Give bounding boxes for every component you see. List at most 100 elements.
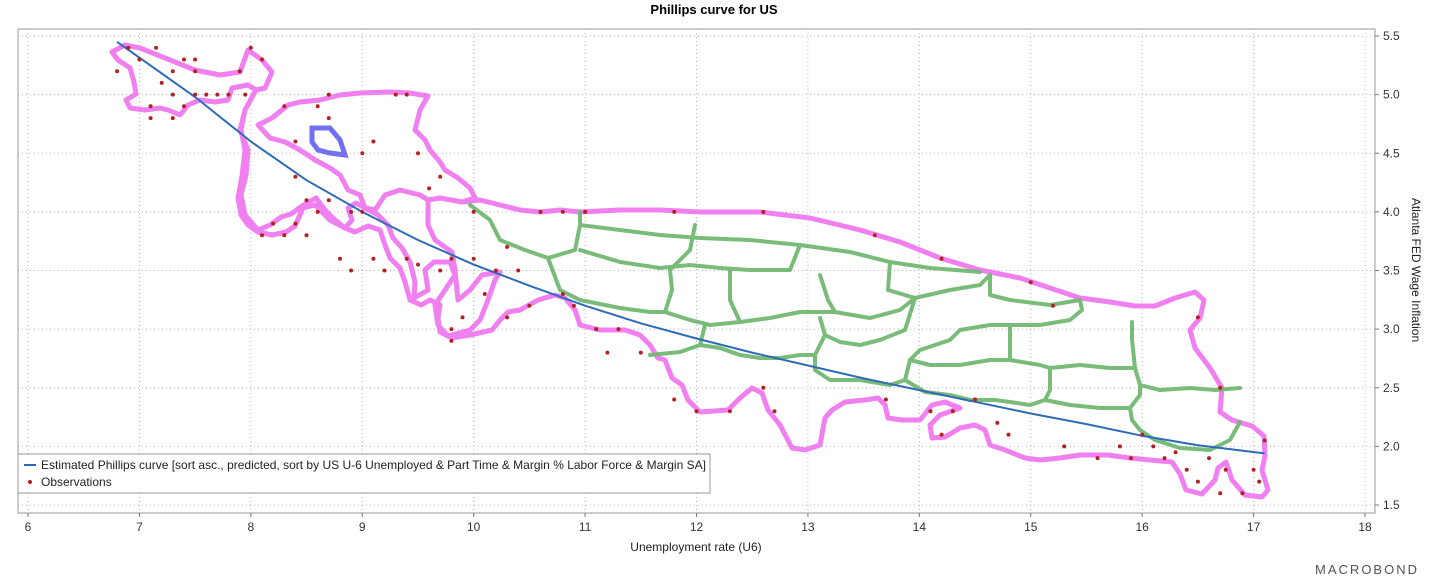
observation-point	[382, 268, 387, 273]
observation-point	[493, 268, 498, 273]
observation-point	[928, 409, 933, 414]
observation-point	[148, 116, 153, 121]
observation-point	[1218, 491, 1223, 496]
observation-point	[154, 45, 159, 50]
observation-point	[416, 262, 420, 267]
observation-point	[449, 256, 454, 261]
observation-point	[772, 409, 777, 414]
observation-point	[1051, 303, 1055, 308]
observation-point	[1184, 467, 1189, 472]
observation-point	[594, 327, 599, 332]
observation-point	[1117, 444, 1122, 449]
observation-point	[471, 256, 476, 261]
legend-curve-label: Estimated Phillips curve [sort asc., pre…	[41, 458, 706, 472]
x-tick-label: 11	[579, 520, 592, 534]
y-tick-label: 3.5	[1383, 264, 1400, 278]
x-tick-label: 17	[1247, 520, 1261, 534]
observation-point	[727, 409, 732, 414]
observation-point	[159, 80, 164, 85]
observation-point	[137, 57, 142, 62]
green-shell-drawing	[468, 203, 1242, 452]
x-tick-label: 9	[359, 520, 366, 534]
observation-point	[349, 268, 354, 273]
x-tick-label: 13	[801, 520, 815, 534]
observation-point	[438, 174, 443, 179]
observation-point	[672, 397, 677, 402]
observation-point	[694, 409, 699, 414]
observation-point	[939, 432, 944, 437]
observation-point	[1151, 444, 1156, 449]
observation-point	[115, 69, 120, 74]
observation-point	[1218, 385, 1223, 390]
observation-point	[193, 92, 198, 97]
y-tick-label: 4.0	[1383, 205, 1400, 219]
observation-point	[304, 233, 309, 238]
observation-point	[571, 303, 576, 308]
observation-point	[193, 57, 198, 62]
observation-point	[505, 245, 510, 249]
observation-point	[243, 92, 248, 97]
observation-point	[1223, 467, 1228, 472]
observation-point	[349, 209, 354, 214]
observation-point	[527, 303, 532, 308]
observation-point	[326, 198, 331, 203]
observation-point	[427, 186, 432, 191]
y-tick-label: 1.5	[1383, 498, 1400, 512]
observation-point	[193, 69, 198, 74]
observation-point	[260, 233, 264, 238]
overlay-drawing	[109, 42, 1271, 500]
observation-point	[1140, 432, 1145, 437]
x-tick-label: 7	[136, 520, 143, 534]
observation-point	[505, 315, 510, 320]
observation-point	[438, 268, 443, 273]
x-tick-label: 18	[1358, 520, 1372, 534]
observation-point	[638, 350, 643, 355]
observation-point	[583, 209, 588, 214]
observation-point	[560, 209, 565, 214]
legend-observations-swatch	[28, 480, 32, 484]
y-tick-label: 5.5	[1383, 29, 1400, 43]
observation-point	[282, 233, 287, 238]
pink-outline-drawing	[109, 42, 1271, 500]
observation-point	[761, 385, 766, 390]
observation-point	[672, 209, 677, 214]
y-tick-label: 3.0	[1383, 322, 1400, 336]
y-axis-title: Atlanta FED Wage Inflation	[1409, 198, 1423, 342]
observation-point	[182, 104, 186, 109]
observation-point	[326, 92, 331, 97]
observation-point	[761, 209, 766, 214]
observation-point	[170, 116, 175, 121]
observation-point	[1195, 479, 1200, 484]
blue-eye-drawing	[309, 125, 349, 159]
legend: Estimated Phillips curve [sort asc., pre…	[17, 453, 711, 494]
observation-point	[1173, 450, 1178, 455]
observation-point	[883, 397, 888, 402]
observation-point	[1251, 467, 1256, 472]
x-tick-label: 8	[247, 520, 254, 534]
observation-point	[995, 420, 1000, 425]
observation-point	[605, 350, 610, 355]
observation-point	[1257, 479, 1262, 484]
phillips-curve-line	[116, 41, 1265, 455]
observation-point	[1207, 456, 1211, 461]
observation-point	[471, 209, 476, 214]
observation-point	[293, 174, 298, 179]
observation-point	[516, 268, 521, 273]
chart-title: Phillips curve for US	[650, 2, 777, 17]
observation-point	[872, 233, 877, 238]
observation-point	[226, 92, 231, 97]
observation-point	[939, 256, 944, 261]
observation-point	[360, 209, 365, 214]
observation-point	[293, 221, 298, 226]
observation-point	[404, 256, 409, 261]
observation-point	[271, 221, 276, 226]
y-tick-label: 4.5	[1383, 146, 1400, 160]
observation-point	[950, 409, 955, 414]
observation-point	[260, 57, 264, 62]
observation-point	[237, 69, 242, 74]
observation-point	[371, 256, 376, 261]
phillips-curve-layer	[116, 41, 1265, 455]
observation-point	[482, 292, 487, 296]
observation-point	[126, 45, 131, 50]
